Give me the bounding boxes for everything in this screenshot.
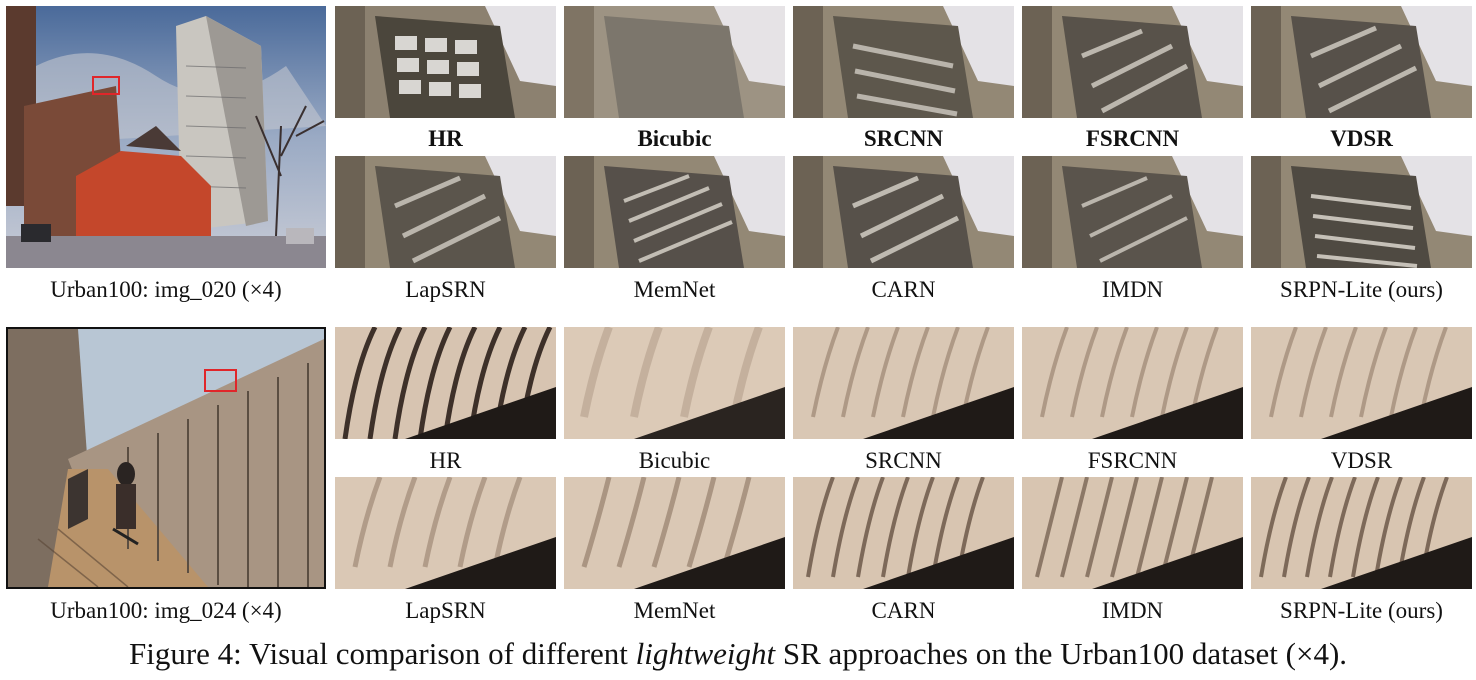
method-label: Bicubic (638, 448, 711, 473)
method-label: CARN (871, 277, 936, 302)
crop-r1-memnet (564, 156, 785, 268)
crop-r2-vdsr (1251, 327, 1472, 439)
method-label: SRPN-Lite (ours) (1280, 277, 1443, 302)
zoom-region-box (92, 76, 120, 95)
crop-r1-vdsr (1251, 6, 1472, 118)
crop-r1-bicubic (564, 6, 785, 118)
method-label: SRCNN (863, 126, 944, 151)
source-label: Urban100: img_020 (×4) (50, 277, 282, 302)
crop-r2-hr (335, 327, 556, 439)
caption-suffix: SR approaches on the Urban100 dataset (×… (775, 636, 1348, 671)
method-label: SRCNN (865, 448, 942, 473)
crop-r1-srpn-lite (1251, 156, 1472, 268)
crop-r2-fsrcnn (1022, 327, 1243, 439)
method-label: VDSR (1330, 126, 1393, 151)
crop-r1-lapsrn (335, 156, 556, 268)
method-label: Bicubic (637, 126, 712, 151)
crop-r2-imdn (1022, 477, 1243, 589)
crop-r1-fsrcnn (1022, 6, 1243, 118)
method-label: LapSRN (405, 277, 486, 302)
method-label: MemNet (633, 598, 716, 623)
crop-r2-memnet (564, 477, 785, 589)
crop-r2-carn (793, 477, 1014, 589)
source-label: Urban100: img_024 (×4) (50, 598, 282, 623)
crop-r2-srcnn (793, 327, 1014, 439)
method-label: HR (429, 448, 462, 473)
method-label: IMDN (1101, 277, 1164, 302)
method-label: VDSR (1330, 448, 1393, 473)
method-label: SRPN-Lite (ours) (1280, 598, 1443, 623)
crop-r2-lapsrn (335, 477, 556, 589)
zoom-region-box (204, 369, 237, 392)
crop-r1-carn (793, 156, 1014, 268)
method-label: HR (428, 126, 463, 151)
method-label: FSRCNN (1087, 448, 1178, 473)
source-image-img024 (6, 327, 326, 589)
crop-r2-bicubic (564, 327, 785, 439)
source-image-img020 (6, 6, 326, 268)
method-label: LapSRN (405, 598, 486, 623)
method-label: MemNet (633, 277, 716, 302)
crop-r1-srcnn (793, 6, 1014, 118)
figure-caption: Figure 4: Visual comparison of different… (0, 634, 1476, 674)
method-label: FSRCNN (1085, 126, 1180, 151)
caption-emphasis: lightweight (635, 636, 776, 671)
caption-prefix: Figure 4: Visual comparison of different (128, 636, 636, 671)
method-label: IMDN (1101, 598, 1164, 623)
crop-r1-imdn (1022, 156, 1243, 268)
crop-r2-srpn-lite (1251, 477, 1472, 589)
crop-r1-hr (335, 6, 556, 118)
method-label: CARN (871, 598, 936, 623)
